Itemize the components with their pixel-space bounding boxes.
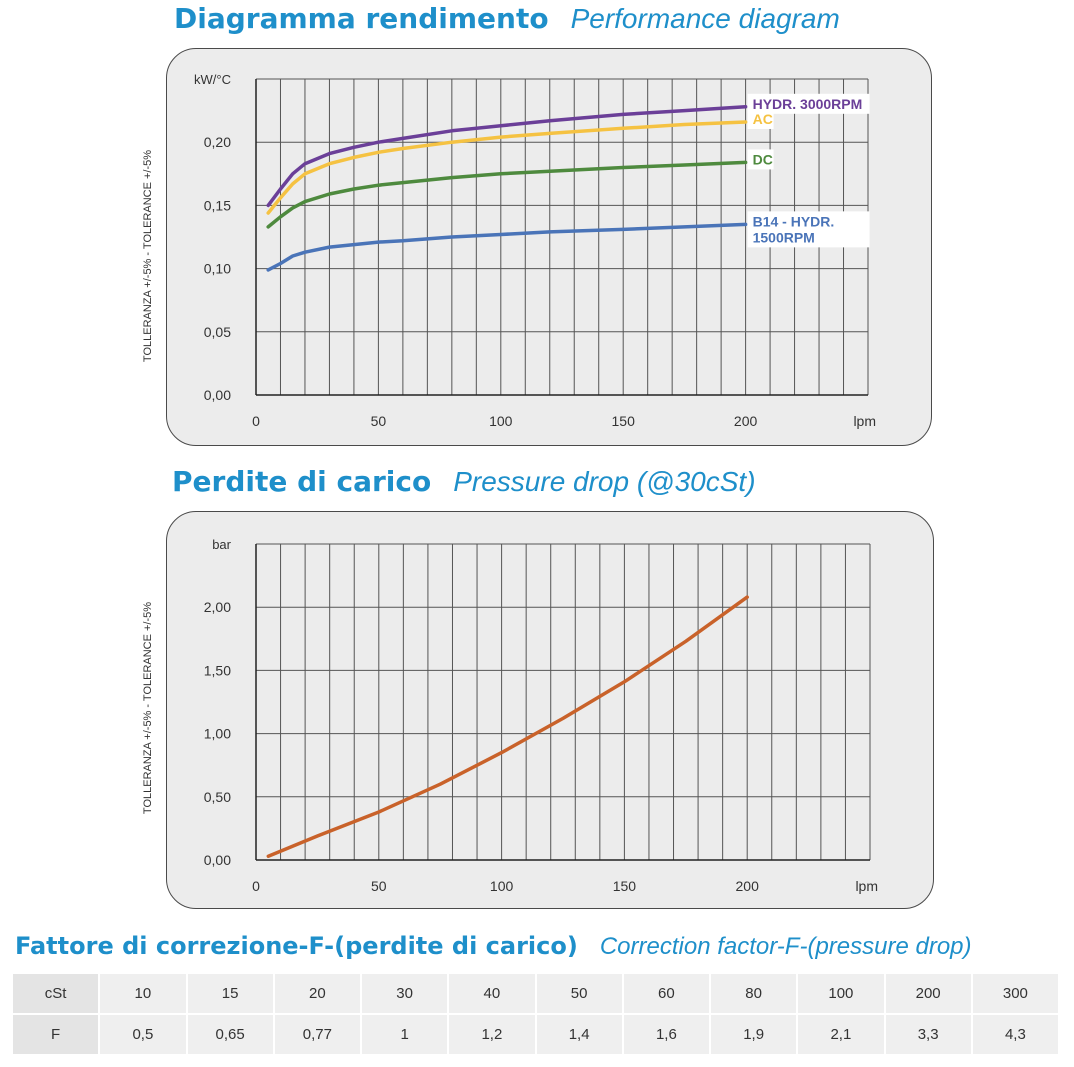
performance-title: Diagramma rendimento Performance diagram [174, 2, 840, 36]
table-cell-f: 3,3 [885, 1015, 971, 1054]
x-tick-label: 150 [612, 413, 636, 429]
x-tick-label: 200 [734, 413, 758, 429]
y-tick-label: 1,50 [204, 662, 231, 678]
legend-label: B14 - HYDR. [753, 213, 835, 229]
legend-label-bg [747, 149, 774, 170]
series-line [266, 222, 748, 272]
table-cell-f: 1,4 [536, 1015, 622, 1054]
series-line [266, 120, 748, 215]
table-cell-f: 0,5 [100, 1015, 186, 1054]
performance-chart: 0,00 0,05 0,10 0,15 0,20 0 50 100 150 200 kW/°C lpm… [194, 72, 876, 429]
pressure-drop-title: Perdite di carico Pressure drop (@30cSt) [172, 465, 756, 499]
pressure-drop-title-it: Perdite di carico [172, 465, 432, 498]
series-line [266, 105, 748, 208]
table-cell-f: 4,3 [972, 1015, 1058, 1054]
y-tick-label: 2,00 [204, 599, 231, 615]
table-cell-cst: 15 [187, 974, 273, 1013]
x-tick-label: 150 [613, 878, 637, 894]
legend-label: HYDR. 3000RPM [753, 96, 863, 112]
y-tick-label: 0,05 [204, 324, 231, 340]
table-header-cst: cSt [13, 974, 99, 1013]
x-tick-label: 50 [371, 413, 387, 429]
x-tick-label: 0 [252, 878, 260, 894]
correction-factor-title: Fattore di correzione-F-(perdite di cari… [15, 929, 972, 964]
x-axis-label: lpm [855, 878, 878, 894]
table-cell-cst: 300 [972, 974, 1058, 1013]
correction-factor-table: cSt 10 15 20 30 40 50 60 80 100 200 300 F 0,5 0,65 0… [11, 972, 1060, 1056]
legend-label: 1500RPM [753, 229, 815, 245]
table-cell-cst: 60 [623, 974, 709, 1013]
series-line [266, 160, 748, 229]
table-cell-f: 1,9 [711, 1015, 797, 1054]
x-tick-label: 100 [489, 413, 513, 429]
correction-factor-title-it: Fattore di correzione-F-(perdite di cari… [15, 932, 578, 960]
performance-title-it: Diagramma rendimento [174, 2, 549, 35]
table-cell-cst: 30 [362, 974, 448, 1013]
x-tick-label: 50 [371, 878, 387, 894]
table-cell-cst: 200 [885, 974, 971, 1013]
y-tick-label: 0,50 [204, 789, 231, 805]
x-tick-label: 0 [252, 413, 260, 429]
table-cell-cst: 40 [449, 974, 535, 1013]
table-cell-f: 0,77 [274, 1015, 360, 1054]
series-line [266, 595, 749, 858]
y-axis-label: bar [212, 537, 231, 552]
x-axis-label: lpm [853, 413, 876, 429]
table-cell-f: 2,1 [798, 1015, 884, 1054]
table-row-f: F 0,5 0,65 0,77 1 1,2 1,4 1,6 1,9 2,1 3,3 4,3 [13, 1015, 1058, 1054]
pressure-drop-title-en: Pressure drop (@30cSt) [453, 466, 756, 497]
x-tick-label: 200 [736, 878, 760, 894]
table-cell-f: 0,65 [187, 1015, 273, 1054]
x-tick-label: 100 [490, 878, 514, 894]
table-cell-cst: 80 [711, 974, 797, 1013]
y-tick-label: 0,15 [204, 197, 231, 213]
pressure-drop-chart-panel [166, 511, 934, 909]
table-cell-cst: 50 [536, 974, 622, 1013]
correction-factor-title-en: Correction factor-F-(pressure drop) [599, 933, 972, 960]
y-axis-label: kW/°C [194, 72, 231, 87]
table-cell-cst: 10 [100, 974, 186, 1013]
table-header-f: F [13, 1015, 99, 1054]
y-tick-label: 0,10 [204, 261, 231, 277]
table-cell-cst: 100 [798, 974, 884, 1013]
performance-title-en: Performance diagram [570, 3, 840, 34]
table-row-cst: cSt 10 15 20 30 40 50 60 80 100 200 300 [13, 974, 1058, 1013]
pressure-drop-chart: 0,00 0,50 1,00 1,50 2,00 0 50 100 150 200 bar lpm [204, 537, 878, 894]
legend-label-bg [747, 93, 870, 114]
table-cell-f: 1 [362, 1015, 448, 1054]
y-tick-label: 0,20 [204, 134, 231, 150]
legend-label: AC [753, 111, 773, 127]
table-cell-f: 1,2 [449, 1015, 535, 1054]
y-tick-label: 1,00 [204, 726, 231, 742]
legend-label-bg [747, 108, 774, 129]
legend-label: DC [753, 151, 773, 167]
y-tick-label: 0,00 [204, 852, 231, 868]
y-tick-label: 0,00 [204, 387, 231, 403]
table-cell-cst: 20 [274, 974, 360, 1013]
legend-label-bg [747, 211, 870, 248]
table-cell-f: 1,6 [623, 1015, 709, 1054]
